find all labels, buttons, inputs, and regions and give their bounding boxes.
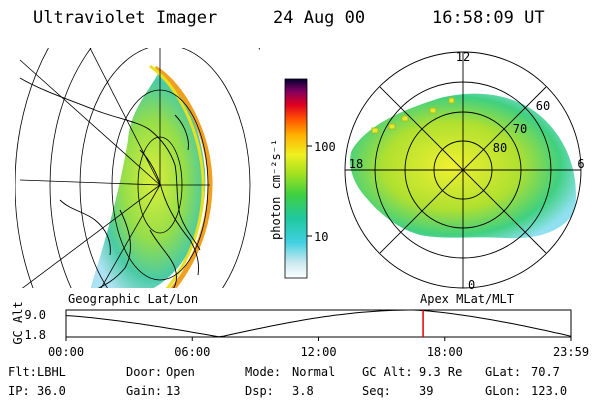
orbit-xtick-label: 23:59: [553, 345, 589, 359]
observation-date: 24 Aug 00: [273, 8, 366, 28]
geographic-caption: Geographic Lat/Lon: [68, 292, 198, 306]
info-value: 9.3 Re: [419, 365, 463, 379]
orbit-altitude-plot: 00:00 06:00 12:00 18:00 23:59 9.0 1.8 GC Alt: [11, 301, 589, 359]
orbit-ytick-low: 1.8: [24, 328, 46, 342]
info-label: IP:: [8, 384, 30, 398]
geographic-map-panel: [15, 48, 260, 288]
mlat-label-70: 70: [513, 122, 527, 136]
info-label: Flt:: [8, 365, 37, 379]
observation-time: 16:58:09 UT: [432, 8, 545, 28]
mlt-label-left: 18: [349, 157, 363, 171]
orbit-xtick-label: 12:00: [300, 345, 336, 359]
altitude-curve: [65, 309, 572, 338]
orbit-xtick-label: 00:00: [48, 345, 84, 359]
orbit-plot-frame: [65, 309, 572, 338]
info-value: 39: [419, 384, 434, 398]
colorbar-unit-label: photon cm⁻²s⁻¹: [269, 139, 283, 240]
info-value: LBHL: [37, 365, 66, 379]
orbit-ylabel: GC Alt: [11, 301, 25, 344]
info-label: Dsp:: [245, 384, 274, 398]
colorbar: 100 10 photon cm⁻²s⁻¹: [269, 78, 336, 279]
colorbar-tick-100: 100: [314, 140, 336, 154]
info-label: Door:: [126, 365, 163, 379]
info-value: Open: [166, 365, 195, 379]
orbit-xtick-label: 06:00: [174, 345, 210, 359]
mlt-label-bottom: 0: [468, 278, 475, 292]
geographic-graticule: [15, 48, 260, 288]
info-label: Mode:: [245, 365, 282, 379]
mlat-label-60: 60: [536, 99, 550, 113]
info-value: 13: [166, 384, 181, 398]
polar-grid: [344, 51, 582, 289]
mlt-label-right: 6: [577, 157, 584, 171]
info-value: 123.0: [531, 384, 568, 398]
info-value: 36.0: [37, 384, 66, 398]
orbit-ytick-high: 9.0: [24, 308, 46, 322]
coastline-outlines: [19, 77, 201, 288]
orbit-xtick-label: 18:00: [427, 345, 463, 359]
polar-panel: 12 18 6 0 60 70 80: [344, 50, 585, 292]
info-label: GC Alt:: [362, 365, 413, 379]
aurora-bright-arc: [153, 65, 213, 288]
apex-caption: Apex MLat/MLT: [420, 292, 514, 306]
colorbar-tick-10: 10: [314, 230, 328, 244]
aurora-image-geographic: [90, 70, 206, 288]
info-label: GLon:: [485, 384, 522, 398]
aurora-arc-fragments: [371, 97, 455, 134]
mlt-label-top: 12: [456, 50, 470, 64]
info-value: 70.7: [531, 365, 560, 379]
info-value: 3.8: [292, 384, 314, 398]
info-value: Normal: [292, 365, 336, 379]
info-label: Gain:: [126, 384, 163, 398]
colorbar-scale: [284, 78, 308, 279]
info-label: Seq:: [362, 384, 391, 398]
mlat-label-80: 80: [493, 141, 507, 155]
info-label: GLat:: [485, 365, 522, 379]
instrument-title: Ultraviolet Imager: [33, 8, 218, 28]
